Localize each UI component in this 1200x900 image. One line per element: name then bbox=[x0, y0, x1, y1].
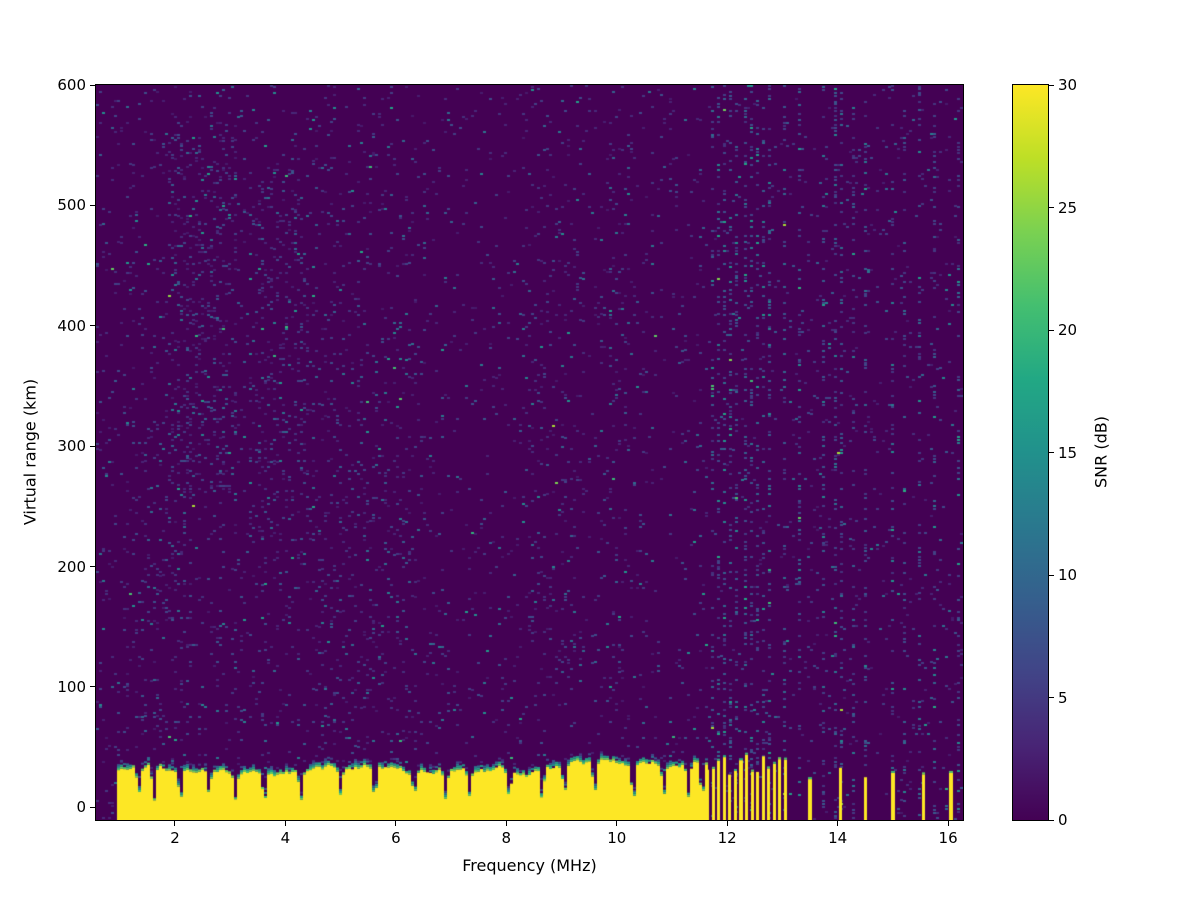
colorbar-tick-label: 25 bbox=[1058, 198, 1078, 217]
x-tick-label: 4 bbox=[280, 829, 291, 847]
colorbar-tick bbox=[1049, 207, 1054, 208]
x-tick bbox=[837, 821, 839, 826]
x-tick bbox=[616, 821, 618, 826]
colorbar-tick bbox=[1049, 819, 1054, 821]
x-tick bbox=[284, 821, 286, 826]
x-tick bbox=[395, 821, 397, 826]
colorbar-tick bbox=[1049, 84, 1054, 86]
y-tick-label: 100 bbox=[57, 677, 86, 696]
colorbar-gradient bbox=[1013, 85, 1048, 820]
x-tick-label: 10 bbox=[607, 829, 627, 847]
colorbar-tick-label: 30 bbox=[1058, 76, 1078, 94]
colorbar-tick-label: 15 bbox=[1058, 443, 1078, 462]
plot-area bbox=[95, 84, 964, 821]
y-tick-label: 300 bbox=[57, 437, 86, 456]
colorbar-tick bbox=[1049, 452, 1054, 453]
y-tick-label: 500 bbox=[57, 196, 86, 215]
y-tick bbox=[90, 445, 95, 447]
x-tick-label: 8 bbox=[501, 829, 512, 847]
x-tick-label: 12 bbox=[717, 829, 737, 847]
colorbar-tick bbox=[1049, 574, 1054, 576]
colorbar-tick bbox=[1049, 697, 1054, 698]
y-tick-label: 200 bbox=[57, 557, 86, 576]
colorbar-tick-label: 0 bbox=[1058, 811, 1068, 829]
colorbar-tick-label: 20 bbox=[1058, 321, 1078, 339]
y-axis-label: Virtual range (km) bbox=[20, 378, 40, 526]
y-tick bbox=[90, 686, 95, 688]
y-tick bbox=[90, 204, 95, 206]
x-tick-label: 6 bbox=[391, 829, 401, 847]
x-tick bbox=[174, 821, 176, 826]
y-tick bbox=[90, 566, 95, 568]
x-tick bbox=[726, 821, 728, 826]
y-tick-label: 400 bbox=[57, 316, 86, 335]
colorbar-tick-label: 10 bbox=[1058, 566, 1078, 584]
colorbar-tick bbox=[1049, 329, 1054, 331]
colorbar-label: SNR (dB) bbox=[1091, 416, 1111, 488]
y-tick bbox=[90, 806, 95, 808]
y-tick-label: 600 bbox=[57, 76, 86, 94]
y-tick bbox=[90, 325, 95, 327]
heatmap-canvas bbox=[96, 85, 963, 820]
x-tick-label: 16 bbox=[938, 829, 958, 847]
y-tick-label: 0 bbox=[76, 798, 86, 817]
x-axis-label: Frequency (MHz) bbox=[462, 856, 597, 875]
colorbar bbox=[1012, 84, 1049, 821]
x-tick bbox=[947, 821, 949, 826]
x-tick bbox=[505, 821, 507, 826]
y-tick bbox=[90, 84, 95, 86]
x-tick-label: 2 bbox=[170, 829, 180, 847]
x-tick-label: 14 bbox=[828, 829, 848, 847]
colorbar-tick-label: 5 bbox=[1058, 688, 1068, 707]
